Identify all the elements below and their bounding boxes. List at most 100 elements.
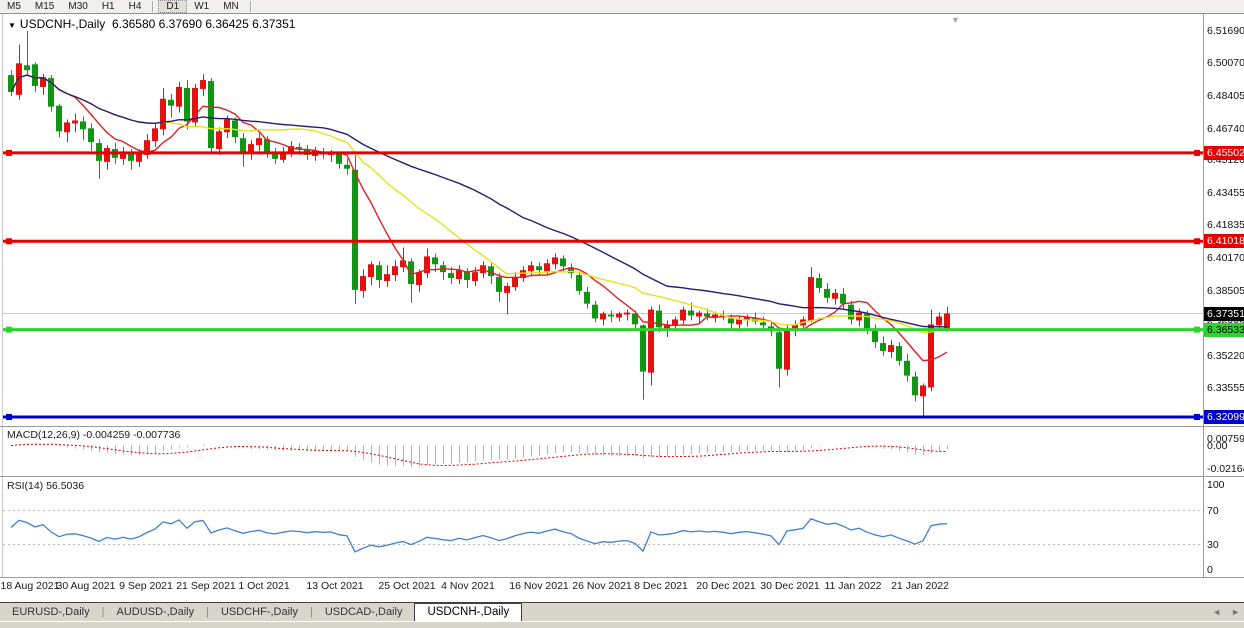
candle <box>72 113 78 133</box>
chart-tab-usdchf[interactable]: USDCHF-,Daily <box>220 606 298 618</box>
price-badge: 6.37351 <box>1204 306 1244 321</box>
date-label: 18 Aug 2021 <box>0 580 60 592</box>
candle <box>776 328 782 388</box>
ma-line-slow <box>10 74 947 328</box>
rsi-axis-tick: 0 <box>1207 564 1213 576</box>
candle <box>784 324 790 376</box>
candle <box>384 265 390 287</box>
tab-scroll-left-icon[interactable]: ◄ <box>1212 607 1222 617</box>
symbol-dropdown-icon[interactable]: ▼ <box>8 21 16 30</box>
scroll-to-end-icon[interactable]: ▼ <box>951 15 960 25</box>
level-line-6.41018[interactable] <box>3 238 1203 245</box>
date-label: 26 Nov 2021 <box>572 580 632 592</box>
timeframe-button-h4[interactable]: H4 <box>128 1 142 12</box>
candle <box>248 140 254 160</box>
price-tick: 6.43455 <box>1207 187 1244 200</box>
chart-bottom-border <box>0 602 1244 603</box>
main-macd-divider[interactable] <box>0 426 1244 427</box>
candle <box>560 255 566 272</box>
candle <box>496 273 502 302</box>
tab-separator: | <box>309 606 313 618</box>
rsi-axis-tick: 70 <box>1207 504 1219 517</box>
candle <box>896 342 902 366</box>
candle <box>944 306 950 332</box>
price-badge: 6.45502 <box>1204 145 1244 160</box>
candle <box>760 316 766 331</box>
candle <box>448 267 454 284</box>
date-label: 21 Sep 2021 <box>176 580 236 592</box>
price-tick: 6.51690 <box>1207 25 1244 37</box>
candle <box>696 310 702 325</box>
candle <box>680 306 686 325</box>
timeframe-button-m15[interactable]: M15 <box>34 1 55 12</box>
macd-signal-line <box>10 443 948 467</box>
timeframe-button-m5[interactable]: M5 <box>7 1 21 12</box>
date-label: 16 Nov 2021 <box>509 580 569 592</box>
level-line-6.36533[interactable] <box>3 326 1203 333</box>
candle <box>632 310 638 330</box>
candle <box>56 103 62 138</box>
candle <box>288 141 294 157</box>
timeframe-button-mn[interactable]: MN <box>223 1 239 12</box>
candles-layer <box>8 31 950 416</box>
candle <box>592 300 598 323</box>
candle <box>176 82 182 113</box>
ohlc-values: 6.36580 6.37690 6.36425 6.37351 <box>111 17 296 31</box>
macd-rsi-divider[interactable] <box>0 476 1244 477</box>
price-tick: 6.46740 <box>1207 122 1244 135</box>
price-tick: 6.41835 <box>1207 219 1244 232</box>
candle <box>912 371 918 402</box>
candle <box>64 119 70 143</box>
timeframe-button-m30[interactable]: M30 <box>68 1 88 12</box>
candle <box>848 300 854 325</box>
rsi-dateaxis-divider <box>0 577 1244 578</box>
date-axis: 18 Aug 2021 30 Aug 2021 9 Sep 2021 21 Sep 2… <box>0 578 1203 596</box>
candle <box>880 336 886 356</box>
chart-left-border <box>2 14 3 577</box>
timeframe-button-w1[interactable]: W1 <box>194 1 210 12</box>
price-tick: 6.35220 <box>1207 349 1244 362</box>
candle <box>904 353 910 382</box>
candle <box>376 261 382 288</box>
chart-tab-usdcnh[interactable]: USDCNH-,Daily <box>414 603 523 621</box>
candle <box>512 272 518 291</box>
candle <box>168 93 174 118</box>
candle <box>416 269 422 292</box>
level-line-6.45502[interactable] <box>3 149 1203 156</box>
chart-tab-audusd[interactable]: AUDUSD-,Daily <box>116 606 195 618</box>
candle <box>824 283 830 303</box>
candle <box>616 311 622 322</box>
price-tick: 6.38505 <box>1207 284 1244 297</box>
candle <box>104 145 110 170</box>
candle <box>256 133 262 151</box>
tab-separator: | <box>101 606 105 618</box>
date-label: 9 Sep 2021 <box>119 580 173 592</box>
macd-axis-tick: 0.007596 <box>1207 433 1244 445</box>
candle <box>216 127 222 155</box>
candle <box>120 147 126 165</box>
chart-tab-usdcad[interactable]: USDCAD-,Daily <box>324 606 403 618</box>
price-axis-rsi: 100 70 30 0 <box>1204 477 1244 577</box>
candle <box>808 267 814 323</box>
timeframe-button-d1[interactable]: D1 <box>158 0 188 13</box>
timeframe-button-h1[interactable]: H1 <box>101 1 115 12</box>
level-line-6.32099[interactable] <box>3 414 1203 421</box>
price-axis-macd: 0.0075960.00 -0.02164 <box>1204 427 1244 476</box>
candle <box>832 288 838 305</box>
candle <box>528 261 534 277</box>
price-axis-main: 6.51690 6.50070 6.48405 6.46740 6.45120 6.434… <box>1204 14 1244 426</box>
candle <box>576 272 582 295</box>
chart-tab-eurusd[interactable]: EURUSD-,Daily <box>12 606 90 618</box>
candle <box>648 306 654 386</box>
date-label: 4 Nov 2021 <box>441 580 495 592</box>
price-tick: 6.50070 <box>1207 56 1244 69</box>
candle <box>272 148 278 164</box>
tab-scroll-right-icon[interactable]: ► <box>1231 607 1240 617</box>
date-label: 21 Jan 2022 <box>891 580 949 592</box>
macd-histogram <box>19 443 948 467</box>
candle <box>840 287 846 309</box>
candle <box>184 80 190 130</box>
candle <box>640 324 646 400</box>
